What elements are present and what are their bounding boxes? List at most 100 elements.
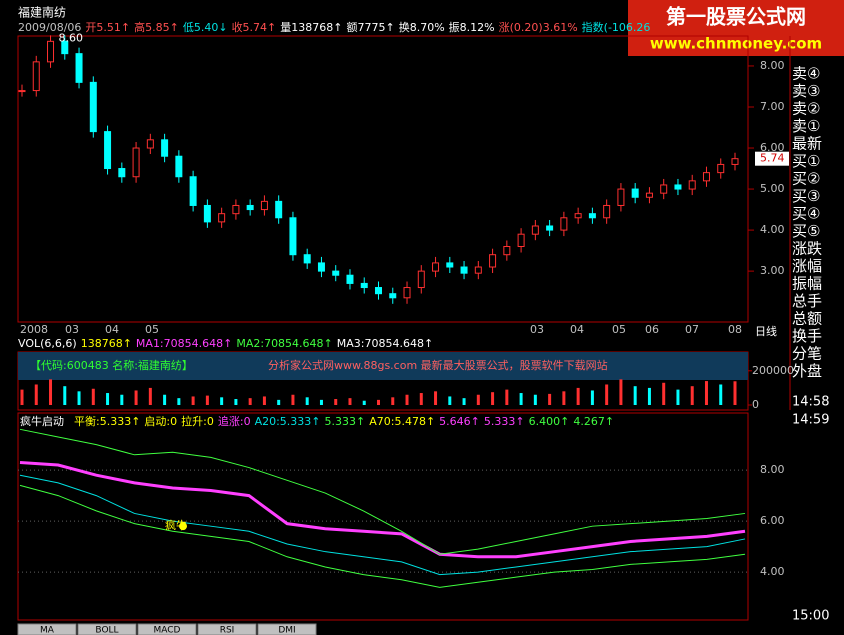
order-book-label: 卖④ — [792, 65, 820, 83]
candle — [702, 172, 710, 182]
candle — [731, 158, 739, 165]
date-label: 03 — [65, 323, 79, 336]
candle — [531, 225, 539, 235]
quote-item: 低5.40↓ — [183, 21, 228, 34]
quote-item: 换8.70% — [399, 20, 445, 34]
order-book-label: 振幅 — [792, 275, 822, 293]
candle — [189, 176, 197, 206]
candle — [175, 155, 183, 178]
candle — [317, 262, 325, 272]
quote-item: MA2:70854.648↑ — [236, 337, 332, 350]
candle — [360, 282, 368, 289]
indicator-tick-label: 8.00 — [760, 463, 785, 476]
order-book-label: 涨幅 — [792, 257, 822, 275]
candle — [574, 213, 582, 219]
candle — [218, 213, 226, 223]
candle — [203, 204, 211, 223]
candle — [246, 204, 254, 211]
candle — [517, 233, 525, 247]
quote-item: 额7775↑ — [347, 21, 395, 34]
quote-item: 4.267↑ — [573, 415, 614, 428]
date-label: 05 — [612, 323, 626, 336]
indicator-line — [19, 484, 746, 588]
order-book-label: 涨跌 — [792, 240, 822, 258]
date-label: 03 — [530, 323, 544, 336]
candle — [560, 217, 568, 231]
date-label: 04 — [570, 323, 584, 336]
date-label: 08 — [728, 323, 742, 336]
candle — [132, 147, 140, 178]
order-book-label: 买② — [792, 170, 820, 188]
tab[interactable] — [197, 623, 257, 635]
order-book-label: 卖① — [792, 117, 820, 135]
banner-site: 分析家公式网www.88gs.com 最新最大股票公式，股票软件下载网站 — [268, 358, 608, 372]
order-book-label: 分笔 — [792, 345, 822, 363]
quote-item: A70:5.478↑ — [369, 415, 435, 428]
time-label: 14:58 — [792, 395, 829, 410]
order-book-label: 换手 — [792, 327, 822, 345]
watermark-url: www.chnmoney.com — [650, 35, 822, 53]
candle — [346, 274, 354, 284]
quote-item: 追涨:0 — [218, 414, 251, 428]
indicator-line — [19, 474, 746, 576]
candle — [660, 184, 668, 194]
candle — [460, 266, 468, 274]
candle — [446, 262, 454, 268]
peak-label: 8.60 — [59, 31, 84, 44]
tab[interactable] — [137, 623, 197, 635]
tab-label[interactable]: BOLL — [95, 626, 118, 635]
stock-title: 福建南纺 — [18, 5, 66, 20]
time-label: 14:59 — [792, 413, 829, 428]
indicator-tick-label: 6.00 — [760, 514, 785, 527]
candle — [275, 200, 283, 219]
tab-label[interactable]: DMI — [278, 626, 295, 635]
candle — [631, 188, 639, 198]
candle — [617, 188, 625, 206]
tab-label[interactable]: MA — [40, 626, 55, 635]
date-label: 07 — [685, 323, 699, 336]
quote-item: 振8.12% — [449, 20, 495, 34]
indicator-line — [19, 428, 746, 555]
candle — [47, 40, 55, 63]
quote-item: MA3:70854.648↑ — [337, 337, 433, 350]
quote-item: 平衡:5.333↑ — [74, 415, 140, 428]
banner-code: 【代码:600483 名称:福建南纺】 — [30, 358, 193, 372]
quote-item: 涨(0.20)3.61% — [499, 21, 578, 34]
quote-item: 138768↑ — [81, 337, 132, 350]
order-book-label: 最新 — [792, 135, 822, 153]
period: 日线 — [755, 324, 777, 338]
signal-dot — [179, 522, 187, 531]
price-tick-label: 5.00 — [760, 182, 785, 195]
candle — [603, 204, 611, 219]
quote-item: 指数(-106.26 — [582, 20, 651, 34]
watermark-box — [628, 0, 844, 56]
price-tick-label: 8.00 — [760, 59, 785, 72]
quote-item: 开5.51↑ — [85, 21, 130, 34]
candle — [260, 200, 268, 211]
indicator-line — [19, 460, 746, 559]
tab[interactable] — [77, 623, 137, 635]
candle — [118, 168, 126, 178]
quote-item: VOL(6,6,6) — [18, 337, 77, 350]
candle — [104, 131, 112, 170]
order-book-label: 总额 — [792, 310, 822, 328]
candle — [303, 254, 311, 264]
last-price: 5.74 — [760, 152, 785, 165]
tab[interactable] — [257, 623, 317, 635]
volume-tick-label: 200000 — [752, 364, 794, 377]
candle — [546, 225, 554, 231]
tab[interactable] — [17, 623, 77, 635]
tab-label[interactable]: RSI — [220, 626, 235, 635]
candle — [688, 180, 696, 190]
quote-item: 高5.85↑ — [134, 20, 179, 34]
last-price-box — [755, 151, 789, 166]
indicator-tick-label: 4.00 — [760, 565, 785, 578]
quote-item: MA1:70854.648↑ — [136, 337, 232, 350]
candle — [474, 266, 482, 274]
order-book-label: 买⑤ — [792, 222, 820, 240]
time-label: 15:00 — [792, 609, 829, 624]
candle — [489, 254, 497, 268]
tab-label[interactable]: MACD — [154, 626, 181, 635]
